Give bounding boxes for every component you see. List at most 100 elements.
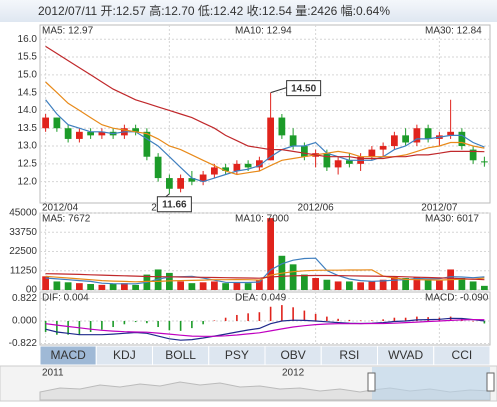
macd-bar [416,316,418,321]
volume-bar [256,279,263,290]
tab-label[interactable]: KDJ [113,348,136,362]
macd-bar [359,320,362,321]
volume-bar [323,279,331,290]
volume-bar [413,277,421,290]
candle-body [346,160,353,164]
candle-body [413,128,421,143]
candle-body [458,131,466,147]
tab-label[interactable]: BOLL [165,348,196,362]
macd-bar [393,317,396,321]
candle-body [301,146,308,157]
tab-label[interactable]: RSI [339,348,359,362]
macd-bar [101,320,103,330]
series-line [45,318,485,337]
volume-bar [391,276,398,290]
tab-label[interactable]: MACD [50,348,86,362]
candle-body [64,128,72,139]
macd-bar [247,313,249,321]
legend-label: DEA: 0.049 [235,293,287,304]
y-tick-label: 13.5 [18,123,38,134]
legend-label: MA5: 12.97 [42,26,94,37]
candle-body [424,128,432,139]
navigator-handle[interactable] [367,372,376,392]
candle-body [166,178,173,189]
candle-body [132,128,139,132]
annotation-label: 14.50 [291,83,316,94]
candle-body [87,131,94,136]
legend-label: DIF: 0.004 [42,293,89,304]
volume-bar [233,282,241,290]
macd-bar [123,320,126,325]
macd-bar [281,305,283,321]
macd-bar [314,313,317,321]
candle-body [42,117,49,129]
volume-bar [368,281,376,290]
series-line [45,273,485,281]
macd-bar [134,320,137,323]
macd-bar [303,310,306,321]
candle-body [222,167,229,171]
tab-label[interactable]: PSY [225,348,249,362]
candle-body [177,178,184,189]
macd-bar [224,317,227,321]
candle-body [469,149,477,161]
candle-body [76,131,83,139]
volume-bar [64,282,72,290]
candle-body [379,146,387,150]
macd-bar [56,320,58,335]
macd-bar [337,318,339,321]
y-tick-label: 0.822 [12,293,37,304]
macd-bar [146,320,148,324]
candle-body [244,163,252,168]
candle-body [256,160,263,168]
annotation-box [156,196,192,213]
y-tick-label: 12.0 [18,176,38,187]
volume-bar [132,284,139,290]
y-tick-label: 14.5 [18,87,38,98]
volume-bar [76,283,83,290]
tab-label[interactable]: WVAD [388,348,423,362]
candle-body [143,131,151,157]
volume-bar [458,278,466,290]
volume-bar [98,284,106,290]
y-tick-label: 22500 [9,246,37,257]
volume-bar [177,281,184,290]
legend-label: MA30: 6017 [425,214,479,225]
annotation-box [286,80,322,97]
indicator-tab[interactable] [433,345,491,366]
macd-bar [112,320,114,328]
x-tick-label: 2012/07 [421,203,458,214]
candle-body [368,149,376,157]
tab-label[interactable]: OBV [280,348,305,362]
legend-label: MA30: 12.84 [425,26,482,37]
header-text: 2012/07/11 开:12.57 高:12.70 低:12.42 收:12.… [38,3,390,18]
navigator-window[interactable] [372,367,490,400]
macd-bar [292,307,294,321]
navigator-label: 2012 [282,368,305,379]
volume-bar [346,281,353,290]
macd-bar [179,320,182,331]
macd-bar [202,320,204,325]
macd-bar [326,316,328,321]
macd-bar [382,319,384,321]
navigator-handle[interactable] [486,372,495,392]
volume-bar [357,282,364,290]
candle-body [154,156,162,179]
volume-bar [379,279,387,290]
legend-label: MACD: -0.090 [425,293,489,304]
tab-label[interactable]: CCI [452,348,473,362]
candle-body [267,117,274,161]
annotation-leader [270,87,287,94]
volume-bar [402,278,409,290]
volume-bar [481,285,488,290]
macd-bar [67,320,69,335]
macd-bar [89,320,92,332]
candle-body [391,135,398,147]
y-tick-label: 16.0 [18,34,38,45]
series-line [45,81,485,176]
volume-bar [109,284,117,290]
volume-bar [436,280,443,290]
volume-bar [244,283,252,290]
panel [39,291,491,346]
volume-bar [222,283,229,290]
